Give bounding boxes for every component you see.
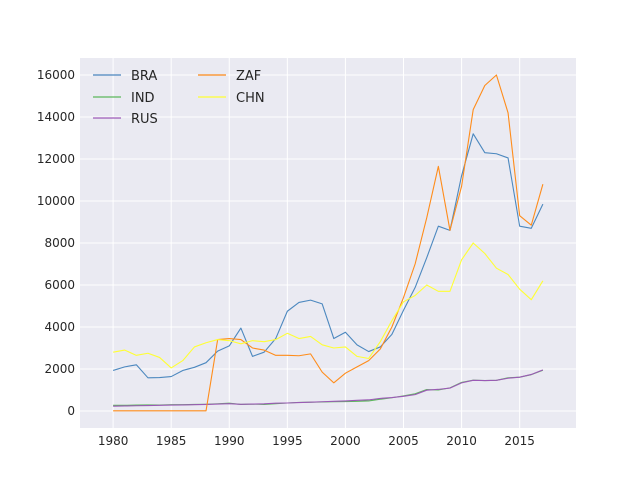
y-tick-label: 4000 <box>44 320 75 334</box>
x-tick-labels: 1980 1985 1990 1995 2000 2005 2010 2015 <box>98 434 535 448</box>
series-lines <box>112 74 544 412</box>
x-tick-label: 2005 <box>388 434 419 448</box>
series-line-bra <box>112 133 544 379</box>
x-tick-label: 1985 <box>156 434 187 448</box>
y-tick-label: 2000 <box>44 362 75 376</box>
y-tick-label: 14000 <box>37 110 75 124</box>
y-tick-label: 8000 <box>44 236 75 250</box>
legend: BRA IND RUS ZAF CHN <box>93 69 265 127</box>
legend-label-bra: BRA <box>131 69 157 84</box>
x-tick-label: 1980 <box>98 434 129 448</box>
x-tick-label: 2010 <box>446 434 477 448</box>
x-tick-label: 1990 <box>214 434 245 448</box>
y-tick-label: 12000 <box>37 152 75 166</box>
y-tick-label: 6000 <box>44 278 75 292</box>
y-tick-label: 0 <box>67 404 75 418</box>
legend-label-chn: CHN <box>236 91 265 106</box>
x-tick-label: 2015 <box>504 434 535 448</box>
series-line-rus <box>113 369 544 407</box>
x-tick-label: 2000 <box>330 434 361 448</box>
series-line-zaf <box>113 74 544 412</box>
y-tick-labels: 0 2000 4000 6000 8000 10000 12000 14000 16000 <box>37 68 75 418</box>
series-line-chn <box>113 242 544 369</box>
y-tick-label: 16000 <box>37 68 75 82</box>
x-tick-label: 1995 <box>272 434 303 448</box>
legend-label-ind: IND <box>131 91 155 106</box>
y-tick-label: 10000 <box>37 194 75 208</box>
legend-label-zaf: ZAF <box>236 69 261 84</box>
legend-label-rus: RUS <box>131 112 158 127</box>
